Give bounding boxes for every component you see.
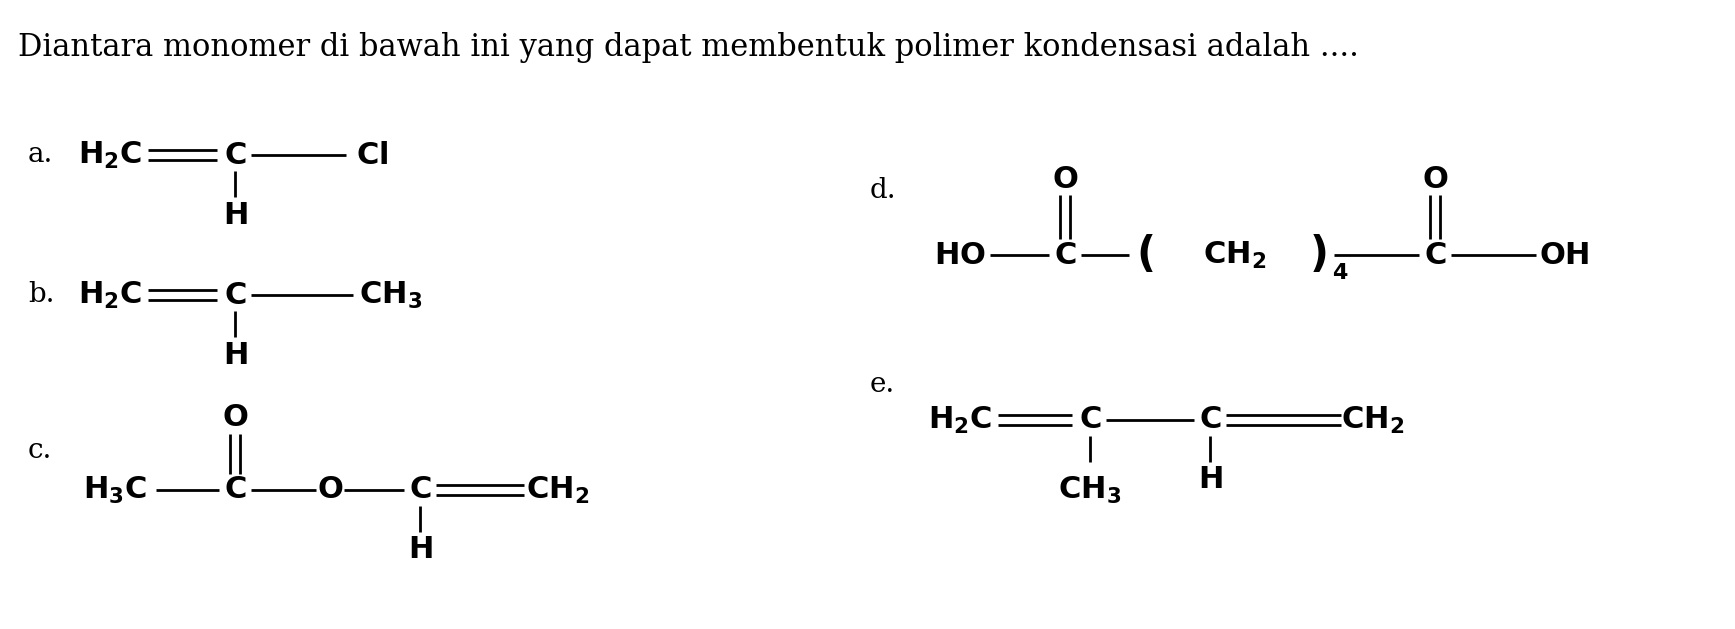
Text: $\mathbf{CH_3}$: $\mathbf{CH_3}$ (359, 279, 423, 311)
Text: a.: a. (28, 142, 54, 169)
Text: $\mathbf{C}$: $\mathbf{C}$ (1199, 404, 1221, 435)
Text: $\mathbf{HO}$: $\mathbf{HO}$ (933, 240, 985, 270)
Text: $\mathbf{Cl}$: $\mathbf{Cl}$ (356, 140, 389, 170)
Text: $\mathbf{H_3C}$: $\mathbf{H_3C}$ (83, 474, 147, 506)
Text: $\mathbf{H_2C}$: $\mathbf{H_2C}$ (78, 140, 142, 170)
Text: $\mathbf{H}$: $\mathbf{H}$ (222, 340, 248, 370)
Text: $\mathbf{C}$: $\mathbf{C}$ (224, 140, 246, 170)
Text: $\mathbf{H}$: $\mathbf{H}$ (222, 199, 248, 230)
Text: $\mathbf{CH_2}$: $\mathbf{CH_2}$ (1341, 404, 1405, 435)
Text: $\mathbf{(}$: $\mathbf{(}$ (1136, 234, 1154, 276)
Text: $\mathbf{C}$: $\mathbf{C}$ (409, 474, 432, 506)
Text: $\mathbf{CH_2}$: $\mathbf{CH_2}$ (526, 474, 590, 506)
Text: Diantara monomer di bawah ini yang dapat membentuk polimer kondensasi adalah ...: Diantara monomer di bawah ini yang dapat… (17, 32, 1359, 63)
Text: $\mathbf{C}$: $\mathbf{C}$ (1079, 404, 1102, 435)
Text: b.: b. (28, 282, 54, 308)
Text: $\mathbf{C}$: $\mathbf{C}$ (224, 474, 246, 506)
Text: $\mathbf{H_2C}$: $\mathbf{H_2C}$ (928, 404, 992, 435)
Text: $\mathbf{C}$: $\mathbf{C}$ (1424, 240, 1447, 270)
Text: $\mathbf{)}$: $\mathbf{)}$ (1310, 234, 1327, 276)
Text: $\mathbf{CH_2}$: $\mathbf{CH_2}$ (1204, 240, 1267, 270)
Text: $\mathbf{C}$: $\mathbf{C}$ (1053, 240, 1076, 270)
Text: $\mathbf{OH}$: $\mathbf{OH}$ (1539, 240, 1589, 270)
Text: $\mathbf{4}$: $\mathbf{4}$ (1332, 262, 1348, 284)
Text: d.: d. (869, 177, 897, 204)
Text: $\mathbf{O}$: $\mathbf{O}$ (318, 474, 344, 506)
Text: $\mathbf{H_2C}$: $\mathbf{H_2C}$ (78, 279, 142, 311)
Text: $\mathbf{O}$: $\mathbf{O}$ (1421, 165, 1449, 196)
Text: c.: c. (28, 437, 52, 464)
Text: e.: e. (869, 372, 895, 399)
Text: $\mathbf{H}$: $\mathbf{H}$ (1197, 464, 1223, 496)
Text: $\mathbf{C}$: $\mathbf{C}$ (224, 279, 246, 311)
Text: $\mathbf{H}$: $\mathbf{H}$ (408, 535, 432, 565)
Text: $\mathbf{O}$: $\mathbf{O}$ (1051, 165, 1077, 196)
Text: $\mathbf{O}$: $\mathbf{O}$ (222, 403, 248, 433)
Text: $\mathbf{CH_3}$: $\mathbf{CH_3}$ (1058, 474, 1121, 506)
